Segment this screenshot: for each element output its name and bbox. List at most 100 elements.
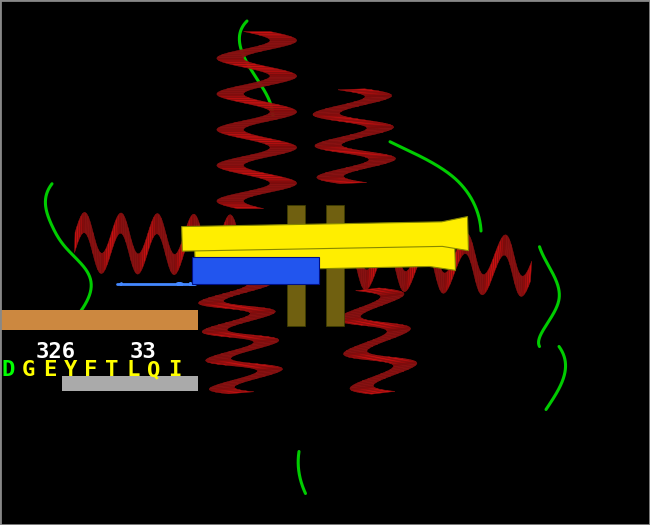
Polygon shape xyxy=(380,293,404,297)
Polygon shape xyxy=(287,205,305,326)
Polygon shape xyxy=(244,67,279,69)
Polygon shape xyxy=(354,122,386,124)
Polygon shape xyxy=(93,233,95,259)
Polygon shape xyxy=(471,243,474,269)
Polygon shape xyxy=(260,107,292,109)
Polygon shape xyxy=(398,258,400,284)
Polygon shape xyxy=(210,384,238,388)
Polygon shape xyxy=(460,236,463,261)
Polygon shape xyxy=(237,173,272,175)
Polygon shape xyxy=(365,128,393,130)
Polygon shape xyxy=(339,120,373,122)
Polygon shape xyxy=(365,269,369,290)
Polygon shape xyxy=(259,71,292,72)
Polygon shape xyxy=(77,220,79,247)
Polygon shape xyxy=(264,185,294,187)
Polygon shape xyxy=(252,46,285,48)
Polygon shape xyxy=(380,359,409,362)
Polygon shape xyxy=(208,294,240,298)
Polygon shape xyxy=(235,49,270,51)
Polygon shape xyxy=(390,361,416,364)
Polygon shape xyxy=(421,235,424,259)
Polygon shape xyxy=(353,381,380,385)
Polygon shape xyxy=(230,215,232,236)
Polygon shape xyxy=(376,296,402,301)
Polygon shape xyxy=(346,165,380,168)
Polygon shape xyxy=(246,255,248,276)
Polygon shape xyxy=(239,237,241,263)
Polygon shape xyxy=(430,236,433,261)
Polygon shape xyxy=(387,230,391,251)
Polygon shape xyxy=(265,72,296,75)
Polygon shape xyxy=(243,344,274,348)
Polygon shape xyxy=(321,179,353,181)
Polygon shape xyxy=(350,132,383,135)
Polygon shape xyxy=(390,365,416,370)
Polygon shape xyxy=(224,218,227,242)
Polygon shape xyxy=(481,274,484,295)
Polygon shape xyxy=(354,388,382,393)
Polygon shape xyxy=(428,233,432,257)
Polygon shape xyxy=(222,62,255,64)
Polygon shape xyxy=(322,139,355,142)
Polygon shape xyxy=(252,371,281,374)
Polygon shape xyxy=(207,355,235,359)
Polygon shape xyxy=(237,286,267,290)
Polygon shape xyxy=(168,241,170,267)
Polygon shape xyxy=(359,256,361,282)
Polygon shape xyxy=(332,104,366,107)
Text: D: D xyxy=(1,360,15,380)
Polygon shape xyxy=(222,290,255,294)
Polygon shape xyxy=(343,320,371,323)
Polygon shape xyxy=(339,319,367,323)
Polygon shape xyxy=(214,246,217,271)
Polygon shape xyxy=(364,125,393,127)
Polygon shape xyxy=(250,153,285,155)
Polygon shape xyxy=(320,172,352,174)
Polygon shape xyxy=(386,327,411,332)
Polygon shape xyxy=(317,175,345,177)
Polygon shape xyxy=(235,85,269,87)
Polygon shape xyxy=(268,40,296,42)
Polygon shape xyxy=(135,250,136,273)
Polygon shape xyxy=(369,289,398,293)
Polygon shape xyxy=(479,271,482,294)
Polygon shape xyxy=(161,218,163,243)
Polygon shape xyxy=(215,390,246,393)
Polygon shape xyxy=(346,90,379,92)
Polygon shape xyxy=(384,231,387,254)
Polygon shape xyxy=(317,176,345,179)
Polygon shape xyxy=(249,342,278,345)
Polygon shape xyxy=(226,194,260,196)
Polygon shape xyxy=(403,270,406,292)
Text: 326: 326 xyxy=(36,342,76,362)
Polygon shape xyxy=(348,228,352,250)
Polygon shape xyxy=(253,339,279,342)
Polygon shape xyxy=(228,215,231,236)
Polygon shape xyxy=(354,355,383,359)
Polygon shape xyxy=(326,149,359,151)
Polygon shape xyxy=(242,284,270,288)
Polygon shape xyxy=(337,316,361,320)
Polygon shape xyxy=(222,222,225,248)
Polygon shape xyxy=(315,116,346,118)
Polygon shape xyxy=(230,288,262,292)
Polygon shape xyxy=(361,339,390,344)
Polygon shape xyxy=(337,317,363,321)
Polygon shape xyxy=(229,171,263,173)
Polygon shape xyxy=(376,244,380,270)
Polygon shape xyxy=(373,358,403,361)
Polygon shape xyxy=(155,214,157,235)
Polygon shape xyxy=(218,55,248,57)
Polygon shape xyxy=(221,124,254,127)
Polygon shape xyxy=(240,365,272,368)
Polygon shape xyxy=(358,92,389,94)
Polygon shape xyxy=(223,169,255,171)
Polygon shape xyxy=(138,253,140,274)
Polygon shape xyxy=(332,169,365,171)
Polygon shape xyxy=(229,335,262,338)
Polygon shape xyxy=(258,116,291,118)
Polygon shape xyxy=(457,240,461,266)
Polygon shape xyxy=(346,121,380,123)
Polygon shape xyxy=(500,235,504,258)
